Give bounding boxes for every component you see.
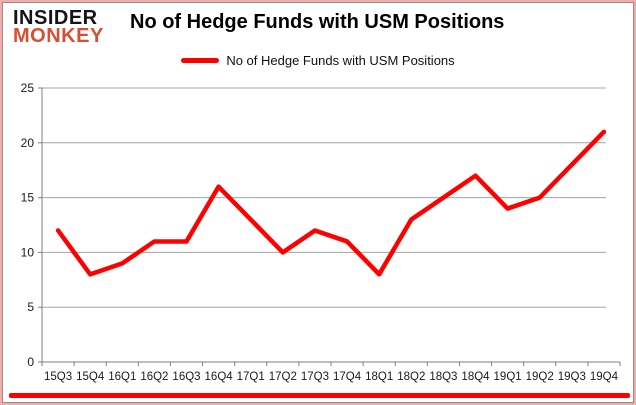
logo-line-insider: INSIDER (13, 7, 98, 29)
x-axis-tick-label: 18Q3 (429, 371, 457, 383)
legend-line-swatch-icon (181, 58, 220, 63)
x-axis-tick-label: 17Q2 (269, 371, 297, 383)
x-axis-tick-label: 19Q2 (526, 371, 554, 383)
y-axis-tick-label: 5 (27, 300, 34, 314)
x-axis-tick-label: 17Q4 (333, 371, 362, 383)
insider-monkey-logo: INSIDER MONKEY (13, 7, 104, 48)
x-axis-tick-label: 18Q2 (397, 371, 425, 383)
y-axis-tick-label: 25 (21, 81, 35, 95)
x-axis-tick-label: 15Q3 (44, 371, 72, 383)
x-axis-tick-label: 16Q1 (108, 371, 136, 383)
x-axis-tick-label: 19Q1 (494, 371, 522, 383)
x-axis-tick-label: 16Q2 (140, 371, 168, 383)
x-axis-tick-label: 17Q1 (237, 371, 265, 383)
x-axis-tick-label: 15Q4 (76, 371, 105, 383)
x-axis-tick-label: 18Q4 (461, 371, 490, 383)
y-axis-tick-label: 10 (21, 245, 35, 259)
x-axis-tick-label: 18Q1 (365, 371, 393, 383)
x-axis-tick-label: 19Q3 (558, 371, 586, 383)
legend-label: No of Hedge Funds with USM Positions (226, 53, 455, 68)
y-axis-tick-label: 20 (21, 136, 35, 150)
x-axis-tick-label: 19Q4 (590, 371, 619, 383)
series-line (55, 129, 607, 277)
bottom-accent-bar (9, 393, 630, 398)
logo-line-monkey: MONKEY (13, 25, 104, 48)
x-axis-tick-label: 16Q4 (205, 371, 234, 383)
y-axis-tick-label: 0 (27, 355, 34, 369)
chart-legend: No of Hedge Funds with USM Positions (2, 53, 634, 68)
chart-title: No of Hedge Funds with USM Positions (130, 11, 505, 33)
x-axis-tick-label: 16Q3 (172, 371, 200, 383)
x-axis-tick-label: 17Q3 (301, 371, 329, 383)
y-axis-tick-label: 15 (21, 191, 35, 205)
